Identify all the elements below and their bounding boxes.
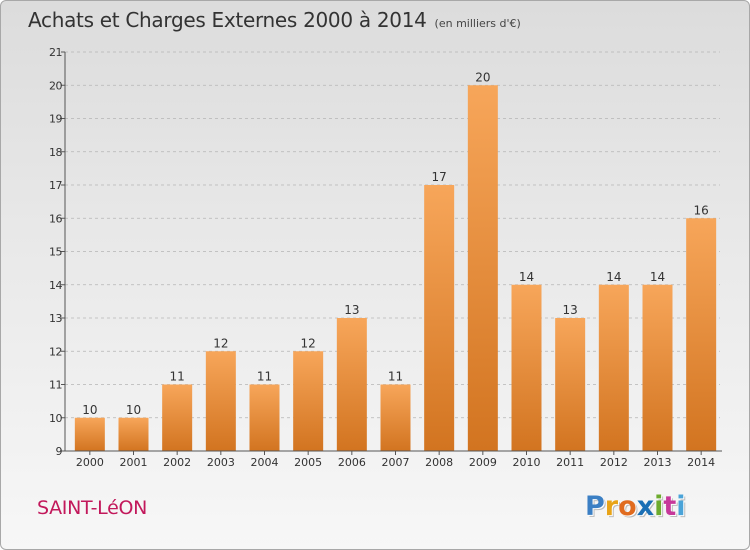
chart-subtitle: (en milliers d'€) xyxy=(434,17,521,30)
logo-letter: x xyxy=(636,491,655,522)
value-label-2005: 12 xyxy=(301,336,316,350)
bar-2002 xyxy=(162,384,193,451)
x-tick-label-2005: 2005 xyxy=(294,456,322,469)
value-label-2002: 11 xyxy=(170,370,185,384)
bar-2010 xyxy=(511,284,542,451)
x-tick-label-2007: 2007 xyxy=(382,456,410,469)
x-tick-label-2006: 2006 xyxy=(338,456,366,469)
y-tick-label: 20 xyxy=(49,79,62,92)
y-tick-label: 13 xyxy=(49,312,62,325)
bar-2001 xyxy=(118,417,149,451)
bar-2006 xyxy=(336,318,367,451)
x-tick-label-2002: 2002 xyxy=(163,456,191,469)
chart-title-text: Achats et Charges Externes 2000 à 2014 xyxy=(28,8,427,32)
chart-title: Achats et Charges Externes 2000 à 2014 (e… xyxy=(28,8,521,32)
bar-2008 xyxy=(424,185,455,451)
bar-2000 xyxy=(74,417,105,451)
value-label-2011: 13 xyxy=(563,303,578,317)
x-tick-label-2011: 2011 xyxy=(556,456,584,469)
y-tick-label: 21 xyxy=(49,46,62,59)
proxiti-logo: Proxiti xyxy=(585,491,686,522)
value-labels: 10 10 11 12 11 12 13 11 17 20 14 13 14 14 16 xyxy=(82,70,709,417)
bar-2011 xyxy=(555,318,586,451)
y-tick-label: 9 xyxy=(56,445,63,458)
x-tick-label-2014: 2014 xyxy=(687,456,715,469)
logo-letter: P xyxy=(585,491,605,522)
x-tick-label-2012: 2012 xyxy=(600,456,628,469)
bar-2004 xyxy=(249,384,280,451)
y-tick-label: 11 xyxy=(49,379,62,392)
logo-letter: r xyxy=(604,491,619,522)
y-tick-label: 18 xyxy=(49,146,62,159)
y-tick-label: 19 xyxy=(49,113,62,126)
x-tick-label-2009: 2009 xyxy=(469,456,497,469)
value-label-2008: 17 xyxy=(432,170,447,184)
x-tick-label-2001: 2001 xyxy=(120,456,148,469)
value-label-2009: 20 xyxy=(475,70,490,84)
bar-2013 xyxy=(642,284,673,451)
value-label-2004: 11 xyxy=(257,370,272,384)
y-tick-label: 16 xyxy=(49,212,62,225)
bar-2014 xyxy=(686,218,717,451)
bar-2005 xyxy=(293,351,324,451)
value-label-2003: 12 xyxy=(213,336,228,350)
logo-letter: i xyxy=(676,491,686,522)
logo-letter: i xyxy=(654,491,664,522)
y-tick-label: 15 xyxy=(49,246,62,259)
logo-letter: o xyxy=(618,491,637,522)
axes: 9 10 11 12 13 14 15 16 17 18 19 20 21 2000 2001 2002 200… xyxy=(49,46,722,469)
x-tick-label-2008: 2008 xyxy=(425,456,453,469)
bar-2009 xyxy=(467,85,498,451)
value-label-2000: 10 xyxy=(82,403,97,417)
logo-letter: t xyxy=(663,491,677,522)
commune-name: SAINT-LéON xyxy=(37,497,148,519)
x-tick-label-2004: 2004 xyxy=(251,456,279,469)
value-label-2001: 10 xyxy=(126,403,141,417)
bars xyxy=(74,85,717,451)
value-label-2012: 14 xyxy=(606,270,621,284)
value-label-2006: 13 xyxy=(344,303,359,317)
value-label-2007: 11 xyxy=(388,370,403,384)
y-tick-label: 10 xyxy=(49,412,62,425)
value-label-2014: 16 xyxy=(694,203,709,217)
value-label-2013: 14 xyxy=(650,270,665,284)
bar-2003 xyxy=(205,351,236,451)
bar-2012 xyxy=(598,284,629,451)
y-tick-label: 14 xyxy=(49,279,62,292)
bar-2007 xyxy=(380,384,411,451)
y-tick-label: 12 xyxy=(49,345,62,358)
x-tick-label-2003: 2003 xyxy=(207,456,235,469)
x-tick-label-2013: 2013 xyxy=(644,456,672,469)
x-tick-label-2010: 2010 xyxy=(513,456,541,469)
x-tick-label-2000: 2000 xyxy=(76,456,104,469)
y-tick-label: 17 xyxy=(49,179,62,192)
value-label-2010: 14 xyxy=(519,270,534,284)
